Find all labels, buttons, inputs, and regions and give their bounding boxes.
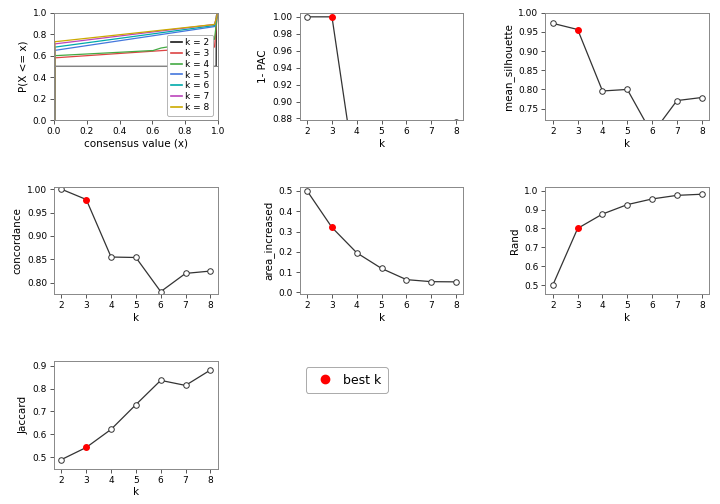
k = 5 <box>180 28 189 34</box>
Y-axis label: area_increased: area_increased <box>264 201 274 280</box>
Y-axis label: Jaccard: Jaccard <box>19 396 29 434</box>
k = 6 <box>122 34 130 40</box>
k = 8 <box>66 37 75 43</box>
k = 2 <box>213 10 222 16</box>
Legend: best k: best k <box>306 367 388 393</box>
k = 8 <box>177 25 186 31</box>
k = 8 <box>213 10 222 16</box>
k = 2 <box>122 64 130 70</box>
k = 8 <box>213 10 222 16</box>
k = 4 <box>50 117 58 123</box>
k = 8 <box>122 31 130 37</box>
k = 4 <box>122 49 130 55</box>
k = 8 <box>180 25 189 31</box>
k = 4 <box>177 42 186 48</box>
k = 2 <box>116 64 125 70</box>
Y-axis label: concordance: concordance <box>13 207 23 274</box>
X-axis label: k: k <box>379 313 384 323</box>
Line: k = 7: k = 7 <box>54 13 217 120</box>
k = 4 <box>180 41 189 47</box>
k = 3 <box>116 50 125 56</box>
k = 3 <box>66 54 75 60</box>
k = 7 <box>180 25 189 31</box>
k = 6 <box>177 27 186 33</box>
X-axis label: k: k <box>132 313 139 323</box>
k = 4 <box>66 52 75 58</box>
k = 7 <box>177 25 186 31</box>
k = 6 <box>213 10 222 16</box>
Line: k = 4: k = 4 <box>54 13 217 120</box>
k = 5 <box>66 45 75 51</box>
k = 3 <box>122 50 130 56</box>
k = 2 <box>180 64 189 70</box>
k = 2 <box>66 64 75 70</box>
k = 6 <box>50 117 58 123</box>
k = 6 <box>162 29 171 35</box>
k = 6 <box>116 35 125 41</box>
Y-axis label: Rand: Rand <box>510 227 520 254</box>
Line: k = 2: k = 2 <box>54 13 217 120</box>
Line: k = 8: k = 8 <box>54 13 217 120</box>
k = 2 <box>213 10 222 16</box>
k = 6 <box>180 27 189 33</box>
k = 2 <box>162 64 171 70</box>
Line: k = 3: k = 3 <box>54 13 217 120</box>
k = 5 <box>122 37 130 43</box>
k = 3 <box>50 117 58 123</box>
k = 7 <box>50 117 58 123</box>
k = 3 <box>162 47 171 53</box>
k = 3 <box>180 46 189 52</box>
X-axis label: k: k <box>379 139 384 149</box>
k = 8 <box>162 27 171 33</box>
X-axis label: consensus value (x): consensus value (x) <box>84 139 188 149</box>
k = 5 <box>213 10 222 16</box>
k = 6 <box>213 10 222 16</box>
k = 5 <box>116 38 125 44</box>
k = 3 <box>213 10 222 16</box>
k = 2 <box>50 117 58 123</box>
k = 5 <box>177 28 186 34</box>
Y-axis label: mean_silhouette: mean_silhouette <box>503 23 514 110</box>
k = 7 <box>213 10 222 16</box>
k = 5 <box>50 117 58 123</box>
k = 7 <box>162 27 171 33</box>
X-axis label: k: k <box>624 313 631 323</box>
k = 3 <box>177 46 186 52</box>
k = 5 <box>213 10 222 16</box>
Y-axis label: 1- PAC: 1- PAC <box>258 49 269 83</box>
k = 4 <box>162 44 171 50</box>
k = 7 <box>213 10 222 16</box>
k = 4 <box>116 49 125 55</box>
Y-axis label: P(X <= x): P(X <= x) <box>19 41 29 92</box>
Line: k = 5: k = 5 <box>54 13 217 120</box>
k = 7 <box>116 33 125 39</box>
Legend: k = 2, k = 3, k = 4, k = 5, k = 6, k = 7, k = 8: k = 2, k = 3, k = 4, k = 5, k = 6, k = 7… <box>167 35 213 115</box>
k = 8 <box>50 117 58 123</box>
k = 4 <box>213 10 222 16</box>
k = 6 <box>66 42 75 48</box>
k = 7 <box>66 39 75 45</box>
X-axis label: k: k <box>132 487 139 497</box>
k = 5 <box>162 31 171 37</box>
Line: k = 6: k = 6 <box>54 13 217 120</box>
k = 4 <box>213 10 222 16</box>
k = 3 <box>213 10 222 16</box>
k = 2 <box>177 64 186 70</box>
k = 8 <box>116 32 125 38</box>
X-axis label: k: k <box>624 139 631 149</box>
k = 7 <box>122 32 130 38</box>
